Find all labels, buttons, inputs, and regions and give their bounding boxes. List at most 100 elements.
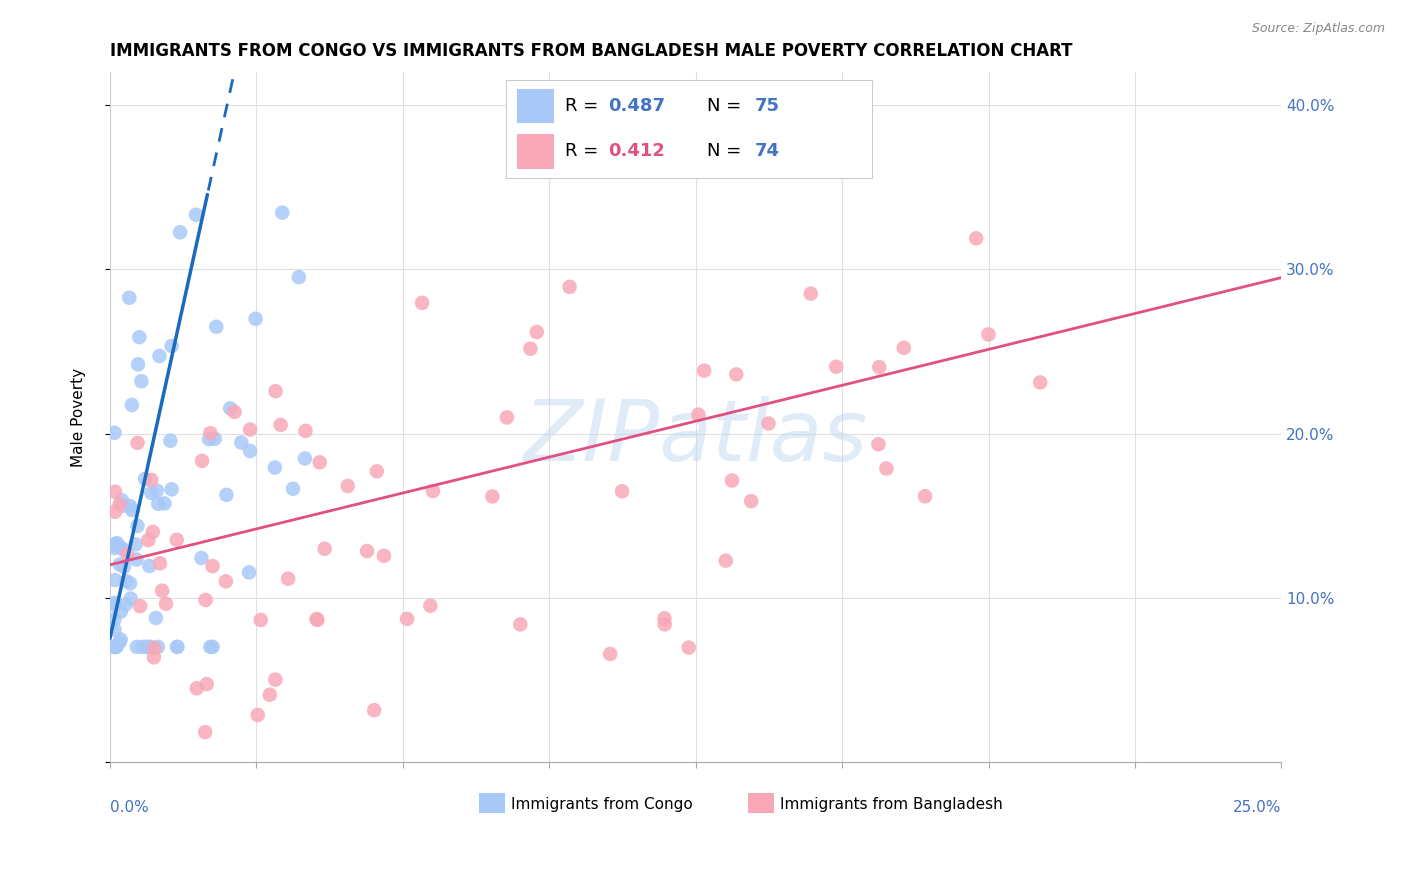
Point [159, 434, 181, 448]
Point [131, 374, 153, 388]
Point [142, 524, 165, 539]
Point [148, 497, 170, 511]
Point [308, 455, 330, 469]
Point [127, 519, 149, 533]
Text: R =: R = [565, 97, 603, 115]
Point [363, 703, 385, 717]
Point [200, 640, 222, 654]
Point [105, 640, 128, 654]
Point [143, 640, 166, 655]
Point [111, 499, 134, 513]
Text: 0.487: 0.487 [609, 97, 665, 115]
Point [740, 494, 762, 508]
Point [166, 640, 188, 654]
Point [138, 640, 160, 654]
Point [422, 483, 444, 498]
Point [104, 484, 127, 499]
Point [127, 357, 149, 371]
Point [204, 432, 226, 446]
Point [264, 384, 287, 399]
Point [239, 423, 262, 437]
Text: 25.0%: 25.0% [1233, 800, 1281, 814]
Point [419, 599, 441, 613]
Point [166, 640, 188, 654]
Text: 74: 74 [755, 142, 780, 160]
Point [366, 464, 388, 478]
Point [868, 437, 890, 451]
Point [194, 725, 217, 739]
Point [138, 558, 160, 573]
Point [104, 505, 127, 519]
Point [103, 640, 125, 654]
Point [205, 319, 228, 334]
Point [111, 493, 134, 508]
Point [264, 673, 287, 687]
Point [146, 640, 169, 654]
Point [135, 640, 157, 654]
Point [115, 574, 138, 588]
Point [215, 574, 238, 589]
Point [714, 554, 737, 568]
Point [219, 401, 242, 416]
Point [200, 426, 222, 441]
Point [336, 479, 359, 493]
Point [194, 593, 217, 607]
Point [125, 640, 148, 654]
Point [294, 424, 316, 438]
Point [599, 647, 621, 661]
Point [965, 231, 987, 245]
Point [305, 612, 328, 626]
Point [721, 474, 744, 488]
Text: Immigrants from Congo: Immigrants from Congo [510, 797, 692, 812]
Y-axis label: Male Poverty: Male Poverty [72, 368, 86, 467]
Point [129, 599, 152, 614]
Point [103, 537, 125, 551]
Point [186, 681, 208, 696]
Point [868, 360, 890, 375]
Point [103, 640, 125, 654]
Point [103, 541, 125, 555]
Point [141, 473, 163, 487]
Point [120, 499, 142, 513]
Point [110, 604, 132, 618]
Point [314, 541, 336, 556]
Point [693, 363, 716, 377]
FancyBboxPatch shape [517, 89, 554, 123]
Point [160, 339, 183, 353]
Text: IMMIGRANTS FROM CONGO VS IMMIGRANTS FROM BANGLADESH MALE POVERTY CORRELATION CHA: IMMIGRANTS FROM CONGO VS IMMIGRANTS FROM… [110, 42, 1073, 60]
Text: ZIPatlas: ZIPatlas [523, 396, 868, 479]
Text: R =: R = [565, 142, 603, 160]
Point [725, 368, 748, 382]
Point [198, 432, 221, 446]
Point [148, 349, 170, 363]
FancyBboxPatch shape [479, 793, 505, 814]
Point [307, 613, 329, 627]
Point [281, 482, 304, 496]
FancyBboxPatch shape [748, 793, 775, 814]
Point [184, 208, 207, 222]
Text: N =: N = [707, 97, 747, 115]
Point [145, 611, 167, 625]
Point [526, 325, 548, 339]
Point [142, 650, 165, 665]
Point [277, 572, 299, 586]
FancyBboxPatch shape [517, 134, 554, 169]
Point [105, 640, 128, 654]
Point [108, 540, 131, 554]
Point [103, 612, 125, 626]
Text: Source: ZipAtlas.com: Source: ZipAtlas.com [1251, 22, 1385, 36]
Point [112, 559, 135, 574]
Point [246, 708, 269, 723]
Point [893, 341, 915, 355]
Point [264, 460, 287, 475]
Point [496, 410, 519, 425]
Point [509, 617, 531, 632]
Point [128, 330, 150, 344]
Point [118, 576, 141, 591]
Point [875, 461, 897, 475]
Point [914, 489, 936, 503]
Point [294, 451, 316, 466]
Point [136, 533, 159, 548]
Point [131, 640, 153, 654]
Point [654, 617, 676, 632]
